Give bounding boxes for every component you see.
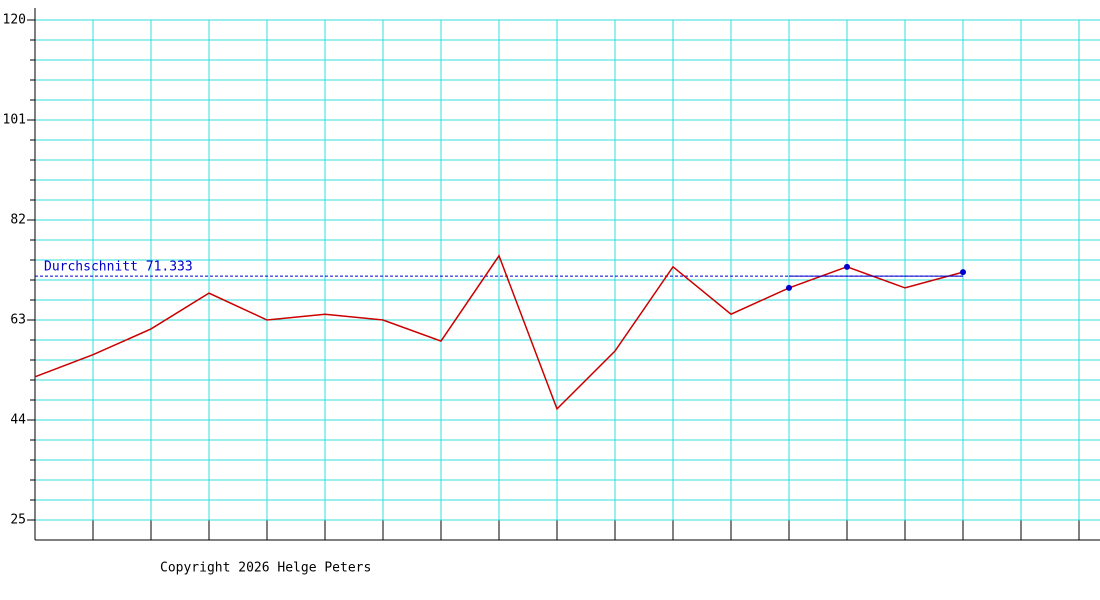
- y-tick-label: 120: [3, 13, 26, 28]
- y-tick-label: 44: [10, 413, 26, 428]
- y-tick-label: 101: [3, 113, 26, 128]
- y-tick-label: 82: [10, 213, 26, 228]
- marker: [960, 269, 966, 276]
- marker: [844, 263, 850, 270]
- marker: [786, 284, 792, 291]
- y-tick-label: 25: [10, 513, 26, 528]
- series-line: [34, 254, 964, 411]
- average-label: Durchschnitt 71.333: [44, 260, 193, 275]
- footer: Copyright 2026 Helge Peters: [160, 561, 371, 576]
- y-tick-label: 63: [10, 313, 26, 328]
